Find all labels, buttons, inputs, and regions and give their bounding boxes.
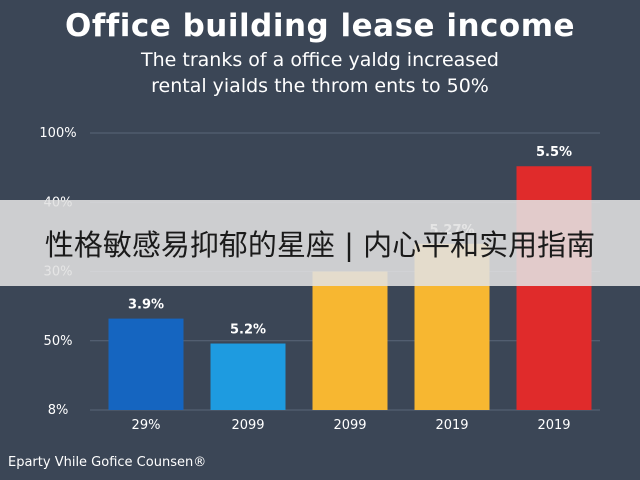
bar xyxy=(108,318,184,410)
overlay-banner-text: 性格敏感易抑郁的星座 | 内心平和实用指南 xyxy=(44,228,596,262)
chart-title: Office building lease income xyxy=(64,8,576,44)
bar xyxy=(312,271,388,410)
overlay-banner: 性格敏感易抑郁的星座 | 内心平和实用指南 xyxy=(0,200,640,286)
bar-data-label: 3.9% xyxy=(128,298,164,313)
chart-subtitle-line-1: The tranks of a office yaldg increased xyxy=(141,49,499,71)
x-tick-label: 2019 xyxy=(537,418,570,433)
x-tick-label: 29% xyxy=(132,418,161,433)
y-tick-label: 100% xyxy=(39,126,76,141)
bar-data-label: 5.5% xyxy=(536,145,572,160)
footer-text: Eparty Vhile Gofice Counsen® xyxy=(8,455,207,470)
x-tick-label: 2019 xyxy=(435,418,468,433)
chart-subtitle-line-2: rental yialds the throm ents to 50% xyxy=(151,75,489,97)
y-tick-label: 50% xyxy=(44,334,73,349)
x-tick-label: 2099 xyxy=(231,418,264,433)
y-tick-label: 8% xyxy=(48,403,69,418)
bar-data-label: 5.2% xyxy=(230,323,266,338)
x-tick-label: 2099 xyxy=(333,418,366,433)
bar xyxy=(210,343,286,410)
